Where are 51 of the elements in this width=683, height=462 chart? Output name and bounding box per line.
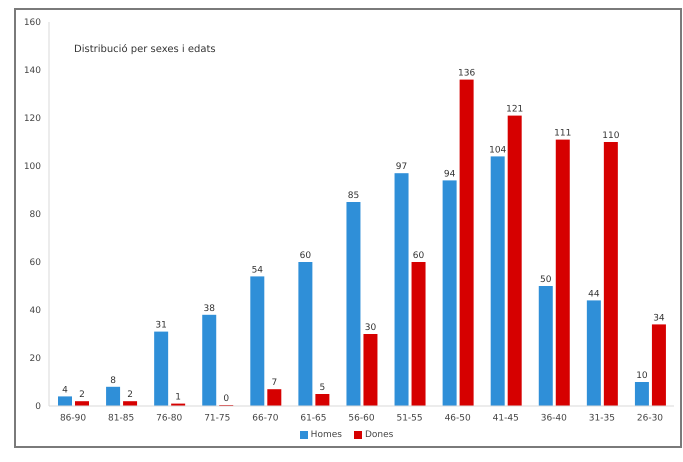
data-label: 44 — [588, 289, 600, 300]
data-label: 7 — [271, 378, 278, 388]
text: Distribució per sexes i edats — [74, 44, 216, 55]
data-label: 110 — [602, 131, 620, 141]
y-tick-label: 40 — [30, 306, 42, 316]
x-tick-label: 61-65 — [300, 413, 326, 424]
data-label: 38 — [204, 304, 216, 314]
data-label: 31 — [155, 320, 167, 331]
data-label: 2 — [127, 390, 133, 400]
x-tick-label: 81-85 — [108, 413, 134, 424]
data-label: 60 — [300, 251, 312, 261]
y-tick-label: 60 — [30, 258, 42, 268]
y-tick-label: 20 — [30, 354, 42, 364]
data-label: 104 — [489, 145, 507, 156]
y-tick-label: 0 — [35, 402, 42, 412]
x-tick-label: 66-70 — [252, 413, 279, 424]
y-tick-label: 140 — [24, 66, 42, 76]
x-tick-label: 86-90 — [60, 413, 86, 424]
data-label: 50 — [540, 275, 552, 285]
y-tick-label: 160 — [24, 18, 42, 28]
data-label: 10 — [636, 371, 648, 381]
x-tick-label: 41-45 — [492, 413, 519, 424]
x-tick-label: 71-75 — [204, 413, 230, 424]
x-tick-label: 51-55 — [396, 413, 423, 424]
y-tick-label: 120 — [24, 114, 42, 124]
data-label: 54 — [252, 265, 264, 276]
data-label: 111 — [554, 128, 572, 139]
y-tick-label: 80 — [30, 210, 42, 220]
data-label: 121 — [506, 104, 524, 115]
data-label: 1 — [175, 392, 182, 403]
data-label: 0 — [223, 394, 230, 404]
data-label: 5 — [320, 383, 326, 393]
data-label: 2 — [79, 390, 85, 400]
x-tick-label: 31-35 — [588, 413, 615, 424]
data-label: 30 — [364, 323, 376, 333]
data-label: 4 — [62, 385, 68, 396]
y-tick-label: 100 — [24, 162, 42, 172]
data-label: 85 — [348, 191, 360, 201]
x-tick-label: 46-50 — [444, 413, 471, 424]
x-tick-label: 56-60 — [348, 413, 375, 424]
data-label: 136 — [458, 68, 476, 79]
data-label: 8 — [110, 376, 116, 386]
x-tick-label: 36-40 — [540, 413, 568, 424]
x-tick-label: 26-30 — [636, 413, 664, 424]
x-tick-label: 76-80 — [156, 413, 183, 424]
data-label: 60 — [412, 251, 425, 261]
data-label: 97 — [396, 162, 408, 172]
data-label: 94 — [444, 169, 456, 180]
data-label: 34 — [653, 313, 665, 324]
legend-label: Homes — [310, 430, 342, 440]
legend-label: Dones — [364, 430, 394, 440]
